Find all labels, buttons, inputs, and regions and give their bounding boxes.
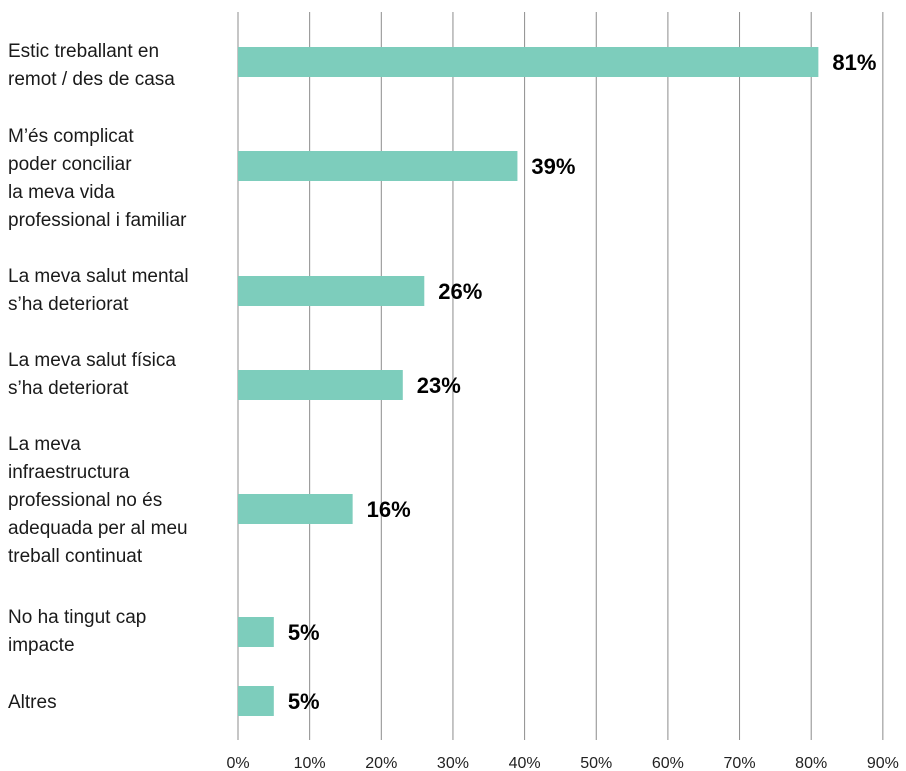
bar-2 [238, 276, 425, 306]
category-label-6: Altres [8, 692, 57, 713]
bar-6 [238, 686, 274, 716]
bar-0 [238, 47, 819, 77]
value-label-0: 81% [832, 50, 876, 75]
x-tick-label-20: 20% [365, 755, 397, 771]
category-label-5: No ha tingut cap impacte [8, 607, 146, 656]
x-tick-label-50: 50% [580, 755, 612, 771]
value-label-1: 39% [531, 154, 575, 179]
bar-1 [238, 151, 518, 181]
value-label-2: 26% [438, 279, 482, 304]
bar-3 [238, 370, 403, 400]
category-label-4: La meva infraestructura professional no és… [8, 434, 188, 567]
bar-4 [238, 494, 353, 524]
x-tick-label-40: 40% [509, 755, 541, 771]
bar-5 [238, 617, 274, 647]
value-label-3: 23% [417, 373, 461, 398]
category-label-3: La meva salut física s’ha deteriorat [8, 350, 176, 399]
category-label-2: La meva salut mental s’ha deteriorat [8, 266, 189, 315]
x-tick-label-0: 0% [226, 755, 249, 771]
value-label-4: 16% [367, 497, 411, 522]
value-labels: 81% 39% 26% 23% 16% 5% 5% [288, 50, 877, 714]
x-tick-label-70: 70% [724, 755, 756, 771]
category-label-1: M’és complicat poder conciliar la meva vid… [8, 126, 187, 231]
x-tick-label-30: 30% [437, 755, 469, 771]
category-labels: Estic treballant en remot / des de casa M’… [8, 41, 189, 713]
category-label-0: Estic treballant en remot / des de casa [8, 41, 175, 90]
x-tick-label-10: 10% [294, 755, 326, 771]
x-tick-label-60: 60% [652, 755, 684, 771]
gridlines [237, 12, 884, 740]
x-axis-tick-labels: 0% 10% 20% 30% 40% 50% 60% 70% 80% 90% [226, 755, 898, 771]
x-tick-label-90: 90% [867, 755, 899, 771]
bars [238, 47, 819, 716]
value-label-6: 5% [288, 689, 320, 714]
value-label-5: 5% [288, 620, 320, 645]
x-tick-label-80: 80% [795, 755, 827, 771]
